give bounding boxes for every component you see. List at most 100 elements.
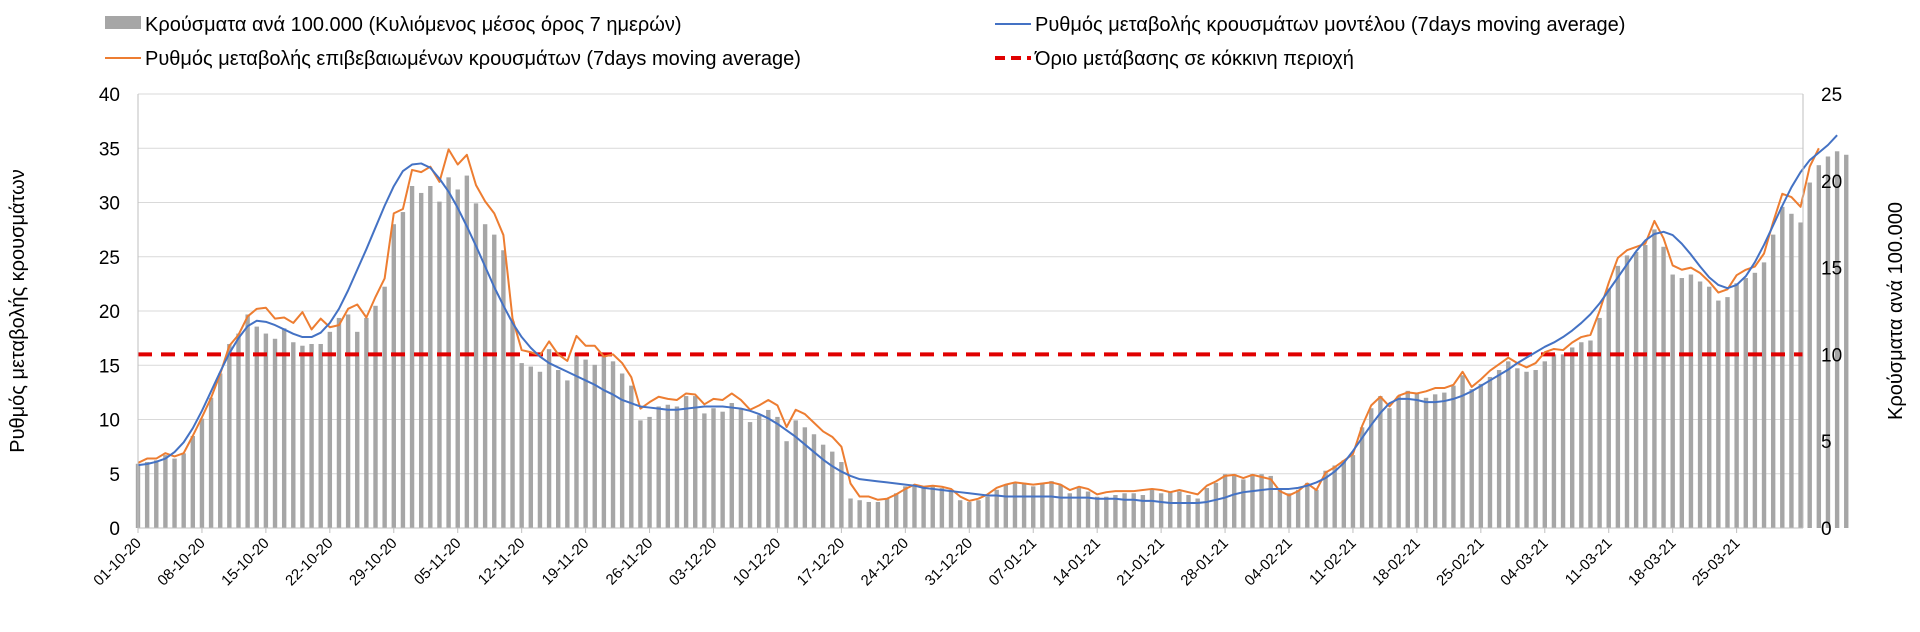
bar-160 xyxy=(1597,317,1602,528)
bar-18 xyxy=(300,345,305,528)
bar-183 xyxy=(1807,182,1812,529)
bar-71 xyxy=(784,441,789,528)
y-left-tick-0: 0 xyxy=(109,519,120,540)
bar-46 xyxy=(556,370,561,528)
bar-104 xyxy=(1085,491,1091,528)
bar-22 xyxy=(336,317,342,528)
bar-110 xyxy=(1140,495,1146,528)
bar-28 xyxy=(391,224,396,528)
y-left-tick-7: 35 xyxy=(99,139,120,160)
x-tick-11: 17-12-20 xyxy=(794,535,848,589)
bar-95 xyxy=(1003,484,1009,528)
bar-58 xyxy=(665,404,671,528)
bar-5 xyxy=(181,453,186,528)
bar-69 xyxy=(766,409,771,528)
bar-145 xyxy=(1460,375,1465,528)
bar-132 xyxy=(1341,460,1347,528)
bar-52 xyxy=(610,361,616,528)
bar-91 xyxy=(967,501,972,528)
bar-171 xyxy=(1697,281,1703,528)
bar-86 xyxy=(921,488,926,528)
legend-label-1: Ρυθμός μεταβολής επιβεβαιωμένων κρουσμάτ… xyxy=(145,48,801,70)
bar-41 xyxy=(510,321,515,528)
bar-133 xyxy=(1350,455,1356,528)
bar-169 xyxy=(1679,278,1685,528)
legend-label-2: Ρυθμός μεταβολής κρουσμάτων μοντέλου (7d… xyxy=(1035,14,1625,36)
bar-153 xyxy=(1533,370,1538,528)
bar-13 xyxy=(254,326,259,528)
x-tick-3: 22-10-20 xyxy=(282,535,336,589)
bar-17 xyxy=(291,342,296,528)
bar-139 xyxy=(1405,390,1410,528)
bar-54 xyxy=(629,385,634,528)
bar-27 xyxy=(382,286,387,528)
bar-37 xyxy=(473,203,479,528)
legend: Κρούσματα ανά 100.000 (Κυλιόμενος μέσος … xyxy=(105,14,1625,70)
bar-176 xyxy=(1743,278,1748,528)
bar-51 xyxy=(601,356,607,528)
bar-33 xyxy=(437,201,442,528)
x-tick-13: 31-12-20 xyxy=(922,535,976,589)
bar-164 xyxy=(1633,251,1639,529)
bar-179 xyxy=(1770,234,1776,528)
bar-75 xyxy=(820,444,826,528)
x-tick-24: 18-03-21 xyxy=(1625,535,1679,589)
x-tick-20: 18-02-21 xyxy=(1369,535,1423,589)
bar-61 xyxy=(693,396,698,528)
bar-102 xyxy=(1067,493,1072,528)
bar-149 xyxy=(1496,370,1502,528)
bar-38 xyxy=(482,224,488,528)
bar-42 xyxy=(519,363,524,528)
bar-140 xyxy=(1414,392,1420,528)
y-right-tick-4: 20 xyxy=(1821,172,1842,193)
bar-79 xyxy=(857,500,862,528)
bar-76 xyxy=(830,451,835,528)
bar-30 xyxy=(409,186,415,528)
bar-78 xyxy=(848,498,853,528)
legend-label-3: Όριο μετάβασης σε κόκκινη περιοχή xyxy=(1034,48,1354,70)
bar-62 xyxy=(702,413,707,528)
bar-113 xyxy=(1168,491,1173,528)
bar-127 xyxy=(1295,489,1301,528)
bar-158 xyxy=(1579,342,1584,528)
x-tick-5: 05-11-20 xyxy=(411,535,465,589)
x-tick-17: 28-01-21 xyxy=(1177,535,1231,589)
bar-125 xyxy=(1277,488,1283,528)
legend-swatch-0 xyxy=(105,16,141,29)
bar-60 xyxy=(683,396,689,528)
y-left-tick-4: 20 xyxy=(99,302,120,323)
bar-101 xyxy=(1058,484,1063,528)
bar-141 xyxy=(1423,397,1429,528)
bar-47 xyxy=(565,380,570,528)
bar-97 xyxy=(1021,482,1027,528)
bar-73 xyxy=(802,427,808,528)
y-right-tick-1: 5 xyxy=(1821,432,1832,453)
bar-35 xyxy=(455,189,460,529)
bar-156 xyxy=(1560,354,1566,528)
bar-3 xyxy=(163,455,168,528)
y-left-tick-8: 40 xyxy=(99,85,120,106)
bar-129 xyxy=(1314,489,1319,528)
bar-4 xyxy=(172,458,177,528)
bar-123 xyxy=(1259,474,1264,528)
bar-67 xyxy=(747,422,753,528)
bar-2 xyxy=(154,460,159,528)
bar-series xyxy=(135,151,1849,529)
y-left-tick-2: 10 xyxy=(99,411,120,432)
bar-168 xyxy=(1670,274,1675,528)
bar-88 xyxy=(939,488,945,528)
bar-19 xyxy=(309,343,314,528)
bar-50 xyxy=(592,364,597,528)
bar-93 xyxy=(985,496,990,528)
y-left-tick-3: 15 xyxy=(99,356,120,377)
bar-15 xyxy=(272,338,278,528)
bar-136 xyxy=(1378,396,1383,528)
bar-85 xyxy=(912,486,917,528)
bar-25 xyxy=(364,317,369,528)
bar-11 xyxy=(236,333,241,528)
bar-170 xyxy=(1688,274,1694,528)
bar-186 xyxy=(1834,151,1840,529)
bar-162 xyxy=(1615,265,1621,528)
y-right-tick-2: 10 xyxy=(1821,345,1842,366)
